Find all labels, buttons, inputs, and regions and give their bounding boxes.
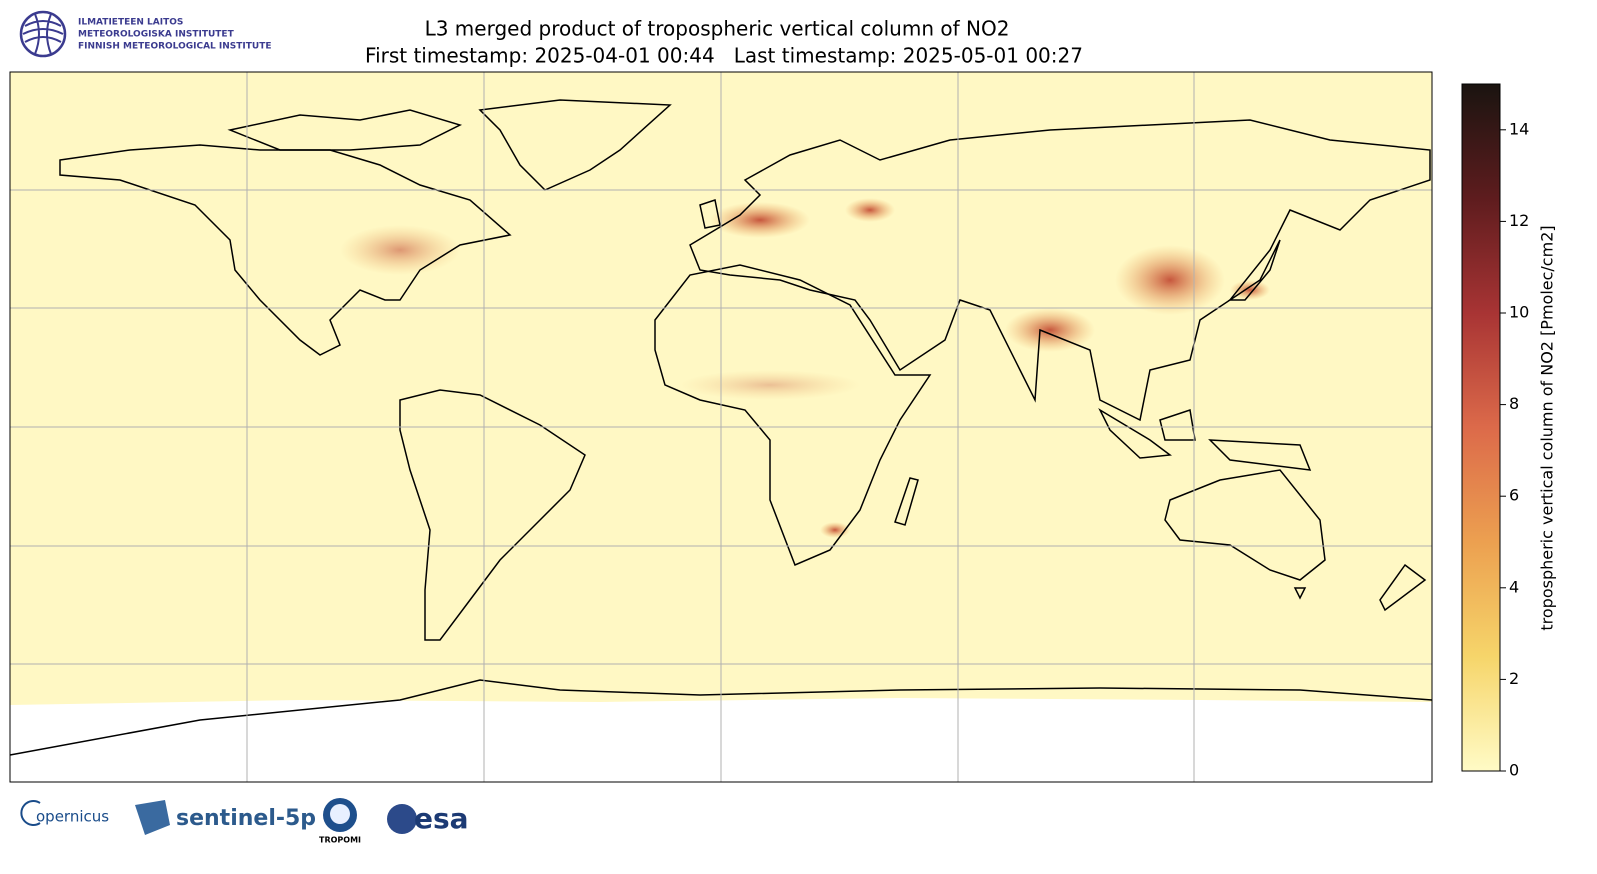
colorbar-tick-label: 4: [1509, 577, 1519, 596]
map-title: L3 merged product of tropospheric vertic…: [425, 17, 1010, 41]
colorbar-tick-label: 2: [1509, 669, 1519, 688]
copernicus-logo: opernicus: [36, 808, 109, 826]
colorbar-tick-label: 6: [1509, 486, 1519, 505]
coastlines: [9, 99, 1433, 756]
map-subtitle: First timestamp: 2025-04-01 00:44 Last t…: [365, 44, 1083, 68]
sentinel-logo: sentinel-5p: [176, 806, 316, 831]
colorbar-tick-label: 8: [1509, 394, 1519, 413]
tropomi-logo: TROPOMI: [319, 836, 361, 845]
map-frame: [9, 71, 1433, 783]
colorbar-tick-label: 12: [1509, 211, 1529, 230]
colorbar: tropospheric vertical column of NO2 [Pmo…: [1461, 83, 1557, 780]
graticule: [10, 72, 1432, 782]
colorbar-tick-label: 14: [1509, 119, 1529, 138]
colorbar-tick-label: 10: [1509, 303, 1529, 322]
esa-logo: esa: [414, 802, 469, 835]
hotspots: [340, 198, 1270, 538]
colorbar-tick-label: 0: [1509, 761, 1519, 780]
institute-logo: ILMATIETEEN LAITOS METEOROLOGISKA INSTIT…: [19, 10, 272, 58]
footer-logos: opernicus sentinel-5p TROPOMI esa: [20, 798, 469, 845]
institute-name: ILMATIETEEN LAITOS: [78, 18, 183, 28]
institute-name: METEOROLOGISKA INSTITUTET: [78, 30, 235, 40]
institute-name: FINNISH METEOROLOGICAL INSTITUTE: [78, 42, 272, 52]
colorbar-scale: [1461, 83, 1501, 772]
map: [9, 71, 1433, 783]
colorbar-label: tropospheric vertical column of NO2 [Pmo…: [1538, 225, 1557, 630]
